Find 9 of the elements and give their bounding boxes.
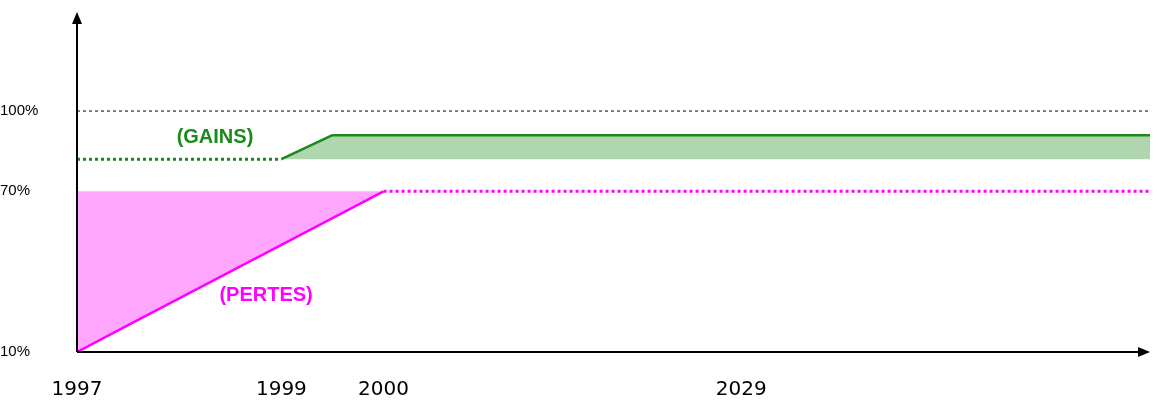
y-tick-label: 70% bbox=[0, 181, 31, 199]
x-tick-label: 2029 bbox=[715, 376, 767, 401]
y-tick-label: 10% bbox=[0, 342, 31, 360]
x-tick-label: 1997 bbox=[51, 376, 103, 401]
series-label: (PERTES) bbox=[219, 282, 313, 305]
x-tick-label: 2000 bbox=[358, 376, 410, 401]
series-label: (GAINS) bbox=[176, 125, 254, 148]
y-tick-label: 100% bbox=[0, 101, 39, 119]
x-tick-label: 1999 bbox=[255, 376, 307, 401]
